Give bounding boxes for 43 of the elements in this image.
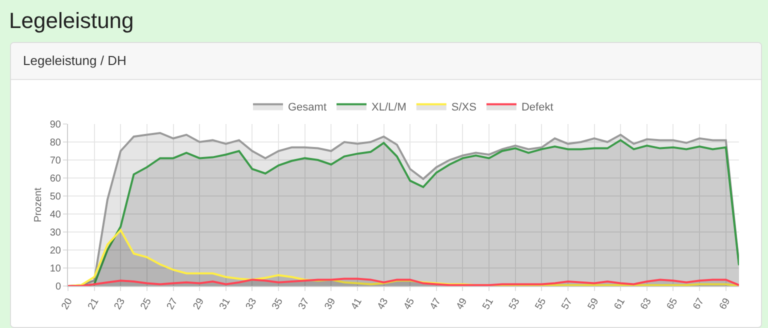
x-tick-label: 25 bbox=[138, 296, 154, 312]
y-tick-label: 20 bbox=[50, 246, 62, 256]
y-tick-label: 0 bbox=[55, 282, 62, 292]
x-tick-label: 67 bbox=[691, 296, 707, 312]
x-tick-label: 57 bbox=[560, 296, 576, 312]
x-tick-label: 49 bbox=[454, 296, 470, 312]
x-tick-label: 45 bbox=[402, 296, 418, 312]
legend-label: Defekt bbox=[521, 102, 554, 114]
x-tick-label: 51 bbox=[480, 296, 496, 312]
chart-title: Legeleistung bbox=[8, 7, 135, 35]
chart-subtitle: Legeleistung / DH bbox=[11, 43, 761, 80]
y-tick-label: 30 bbox=[50, 228, 62, 238]
x-tick-label: 63 bbox=[638, 296, 654, 312]
y-axis-title: Prozent bbox=[32, 188, 44, 222]
x-tick-label: 61 bbox=[612, 296, 628, 312]
y-tick-label: 60 bbox=[50, 174, 62, 184]
legend-label: Gesamt bbox=[288, 102, 327, 114]
y-tick-label: 40 bbox=[50, 210, 62, 220]
x-tick-label: 31 bbox=[218, 296, 234, 312]
legend-label: S/XS bbox=[451, 102, 476, 114]
x-tick-label: 35 bbox=[270, 296, 286, 312]
y-tick-label: 70 bbox=[50, 156, 62, 166]
legend-label: XL/L/M bbox=[372, 102, 406, 114]
y-tick-label: 90 bbox=[50, 120, 62, 130]
x-tick-label: 65 bbox=[665, 296, 680, 312]
x-tick-label: 55 bbox=[533, 296, 549, 312]
x-tick-label: 27 bbox=[165, 296, 180, 312]
x-tick-label: 37 bbox=[296, 296, 312, 312]
x-tick-label: 41 bbox=[349, 296, 365, 312]
x-tick-label: 69 bbox=[718, 296, 733, 312]
x-tick-label: 39 bbox=[322, 296, 338, 312]
y-tick-label: 10 bbox=[50, 264, 62, 274]
x-tick-label: 21 bbox=[86, 296, 102, 312]
y-tick-label: 80 bbox=[50, 138, 62, 148]
x-tick-label: 20 bbox=[60, 296, 76, 312]
y-tick-label: 50 bbox=[50, 192, 62, 202]
x-tick-label: 29 bbox=[191, 296, 207, 312]
x-tick-label: 43 bbox=[376, 296, 391, 312]
x-tick-label: 23 bbox=[112, 296, 128, 312]
x-tick-label: 33 bbox=[244, 296, 260, 312]
x-tick-label: 59 bbox=[586, 296, 602, 312]
x-tick-label: 53 bbox=[507, 296, 522, 312]
x-tick-label: 47 bbox=[428, 296, 444, 312]
